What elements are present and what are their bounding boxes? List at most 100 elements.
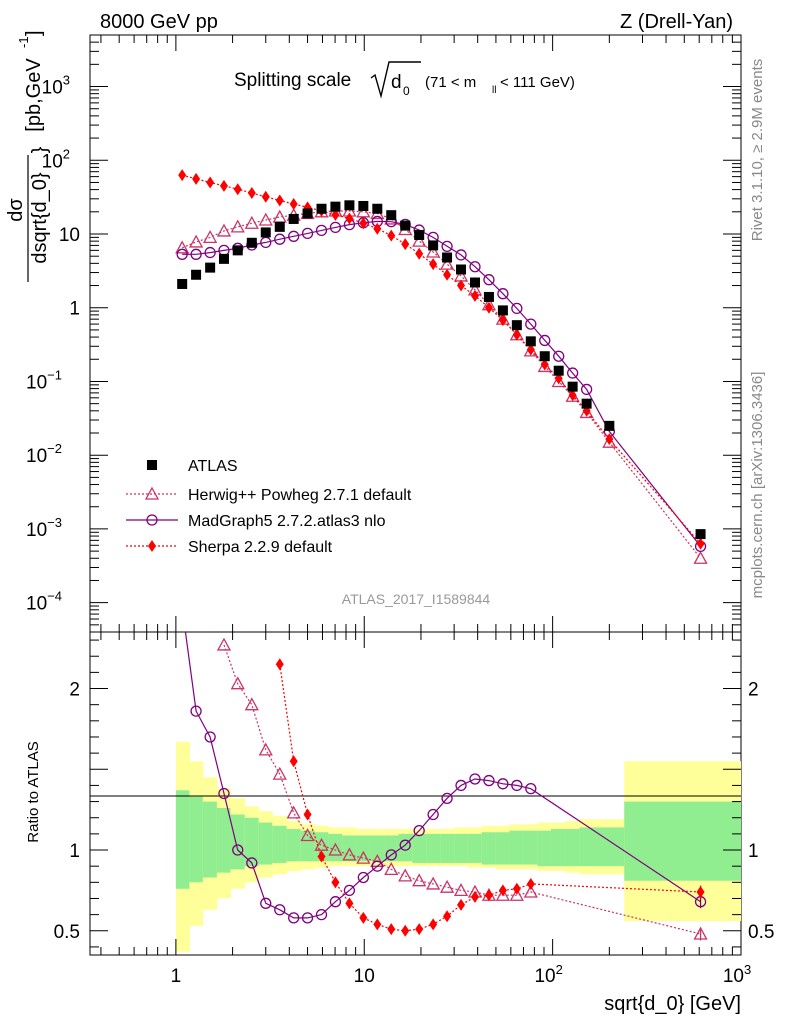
ratio-point-madgraph [469, 773, 481, 785]
ratio-point-herwig [453, 883, 469, 897]
ratio-point-madgraph [371, 860, 383, 872]
main-point-madgraph [190, 248, 202, 260]
main-ylabel-units: [pb,GeV [23, 58, 45, 132]
ratio-point-herwig [523, 884, 538, 898]
main-point-atlas [358, 200, 369, 211]
band-inner-bin [314, 832, 329, 862]
plot-title-sqrt-sub: 0 [403, 84, 410, 98]
ratio-point-madgraph [399, 839, 411, 851]
main-series-atlas [177, 200, 706, 540]
band-inner-bin [509, 830, 524, 865]
ratio-point-sherpa [387, 923, 396, 936]
ratio-point-madgraph [190, 705, 202, 717]
main-point-atlas [442, 252, 453, 263]
main-point-madgraph [553, 350, 565, 362]
main-point-herwig [188, 234, 204, 248]
main-point-madgraph [204, 246, 216, 259]
band-inner-bin [202, 801, 218, 878]
band-inner-bin [286, 829, 302, 862]
main-ylabel-numerator: dσ [5, 198, 27, 222]
ratio-point-herwig [244, 697, 259, 711]
main-point-herwig [203, 230, 218, 244]
ratio-series-group [184, 632, 708, 941]
main-point-sherpa [605, 433, 614, 446]
ratio-point-herwig [300, 828, 315, 842]
ratio-point-herwig [384, 862, 399, 876]
main-point-madgraph [497, 288, 509, 300]
main-point-madgraph [288, 230, 300, 242]
band-inner-bin [537, 830, 552, 867]
main-point-atlas [695, 529, 706, 540]
ratio-point-madgraph [427, 808, 439, 821]
ratio-point-madgraph [413, 824, 425, 837]
legend-marker-madgraph [146, 514, 158, 526]
y-tick-label-sup: 2 [63, 146, 70, 161]
band-inner-bin [216, 808, 232, 873]
main-point-madgraph [580, 383, 593, 396]
main-point-herwig [356, 204, 371, 218]
band-inner-bin [189, 796, 204, 883]
legend-label-atlas: ATLAS [188, 458, 238, 475]
header-left-label: 8000 GeV pp [100, 11, 218, 33]
main-point-herwig [412, 233, 427, 247]
main-point-atlas [386, 210, 397, 221]
legend-marker-atlas [147, 460, 157, 470]
main-point-madgraph [483, 274, 495, 286]
main-point-atlas [581, 398, 592, 409]
main-point-atlas [539, 351, 550, 362]
main-point-herwig [258, 212, 273, 226]
ratio-point-sherpa [429, 918, 438, 931]
ratio-y-tick-label: 0.5 [54, 922, 80, 943]
legend-label-sherpa: Sherpa 2.2.9 default [188, 539, 333, 556]
y-tick-label: 10−2 [26, 441, 62, 467]
ratio-point-madgraph [511, 779, 523, 792]
ratio-point-herwig [342, 847, 357, 861]
ratio-point-madgraph [483, 774, 495, 787]
main-point-atlas [553, 365, 564, 376]
ratio-point-sherpa [303, 808, 312, 821]
y-tick-label: 10−1 [26, 367, 62, 393]
band-inner-bin [426, 833, 441, 863]
ratio-point-madgraph [497, 778, 509, 790]
main-point-atlas [232, 245, 243, 256]
ratio-y-tick-label-right: 2 [748, 680, 759, 701]
y-tick-label: 103 [42, 73, 70, 99]
ratio-point-herwig [356, 850, 371, 864]
main-point-herwig [216, 223, 232, 237]
analysis-id-label: ATLAS_2017_I1589844 [342, 591, 491, 607]
ratio-point-herwig [693, 926, 708, 940]
ratio-y-tick-label-right: 1 [748, 841, 759, 862]
main-point-sherpa [540, 358, 549, 371]
main-point-herwig [244, 215, 259, 229]
main-point-sherpa [219, 179, 228, 192]
main-point-atlas [330, 201, 341, 212]
band-inner-bin [328, 833, 343, 862]
ratio-point-madgraph [274, 904, 286, 916]
y-tick-label-sup: −4 [47, 589, 62, 604]
main-point-atlas [302, 208, 313, 219]
ratio-point-herwig [412, 873, 427, 887]
ratio-point-sherpa [359, 911, 368, 924]
main-ylabel-units-close: ] [23, 30, 45, 36]
main-point-madgraph [274, 233, 286, 245]
main-point-sherpa [345, 212, 354, 225]
ratio-point-madgraph [218, 787, 230, 800]
legend: ATLAS Herwig++ Powheg 2.7.1 default MadGra… [126, 458, 412, 556]
main-point-atlas [288, 213, 299, 224]
ratio-point-sherpa [401, 924, 410, 937]
main-point-atlas [274, 221, 285, 232]
ratio-point-herwig [230, 676, 245, 690]
band-inner-bin [624, 801, 741, 881]
main-point-atlas [344, 200, 355, 211]
main-point-madgraph [469, 261, 481, 273]
main-point-atlas [604, 420, 615, 431]
y-tick-label-sup: −3 [47, 515, 62, 530]
ratio-y-tick-label: 2 [69, 680, 80, 701]
band-inner-bin [230, 814, 246, 870]
ratio-point-sherpa [457, 898, 466, 911]
main-point-sherpa [457, 279, 466, 292]
band-inner-bin [356, 835, 372, 862]
y-tick-label-sup: −1 [47, 367, 62, 382]
rivet-version-label: Rivet 3.1.10, ≥ 2.9M events [749, 59, 766, 242]
